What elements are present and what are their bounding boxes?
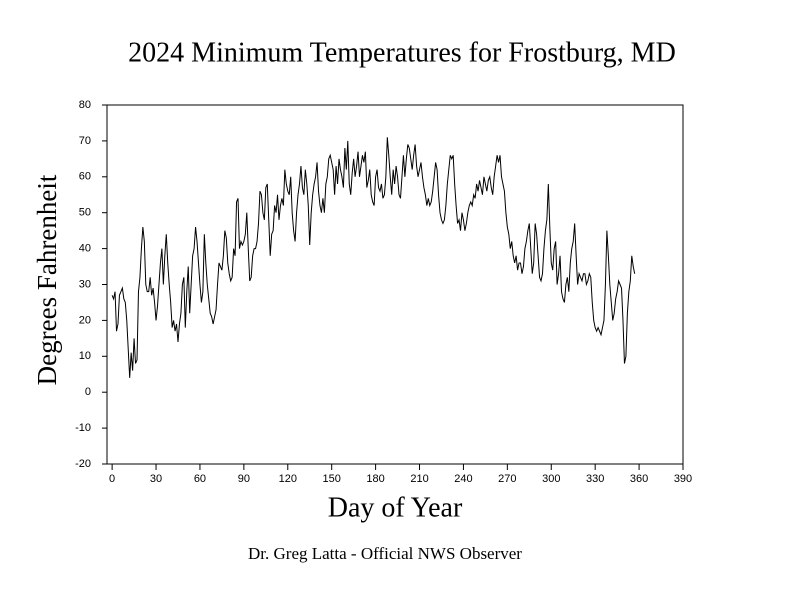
y-tick-label: 80 bbox=[79, 99, 91, 111]
x-tick-label: 90 bbox=[238, 473, 250, 485]
y-tick-label: 30 bbox=[79, 278, 91, 290]
x-tick-label: 300 bbox=[542, 473, 560, 485]
x-axis-label: Day of Year bbox=[328, 492, 463, 523]
chart-title: 2024 Minimum Temperatures for Frostburg,… bbox=[128, 37, 676, 68]
y-tick-label: -20 bbox=[75, 458, 91, 470]
x-tick-label: 120 bbox=[279, 473, 297, 485]
x-tick-label: 240 bbox=[454, 473, 472, 485]
y-tick-label: 20 bbox=[79, 314, 91, 326]
x-tick-label: 150 bbox=[323, 473, 341, 485]
x-tick-label: 0 bbox=[109, 473, 115, 485]
x-tick-label: 390 bbox=[674, 473, 692, 485]
x-tick-label: 60 bbox=[194, 473, 206, 485]
y-tick-label: 0 bbox=[85, 386, 91, 398]
x-tick-label: 270 bbox=[498, 473, 516, 485]
y-tick-label: -10 bbox=[75, 422, 91, 434]
footer: Dr. Greg Latta - Official NWS Observer bbox=[248, 544, 522, 563]
x-tick-label: 210 bbox=[410, 473, 428, 485]
y-tick-label: 10 bbox=[79, 350, 91, 362]
y-tick-label: 70 bbox=[79, 135, 91, 147]
x-tick-label: 360 bbox=[630, 473, 648, 485]
y-axis-label: Degrees Fahrenheit bbox=[32, 174, 62, 385]
x-tick-label: 330 bbox=[586, 473, 604, 485]
y-tick-label: 60 bbox=[79, 171, 91, 183]
x-tick-label: 30 bbox=[150, 473, 162, 485]
y-tick-label: 40 bbox=[79, 243, 91, 255]
y-tick-label: 50 bbox=[79, 207, 91, 219]
temperature-line bbox=[111, 137, 636, 378]
x-tick-label: 180 bbox=[366, 473, 384, 485]
